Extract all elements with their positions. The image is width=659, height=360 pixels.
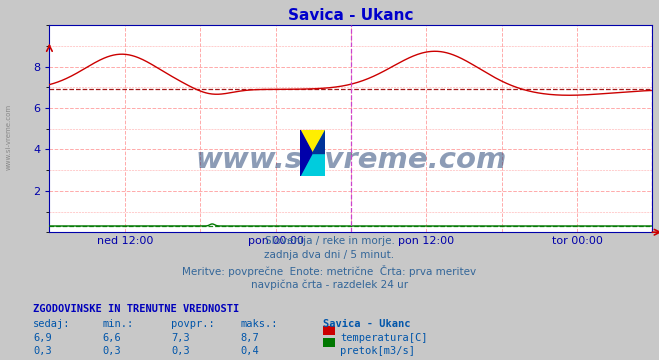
Text: 0,3: 0,3 bbox=[102, 346, 121, 356]
Text: www.si-vreme.com: www.si-vreme.com bbox=[5, 104, 11, 170]
Polygon shape bbox=[300, 130, 325, 176]
Text: povpr.:: povpr.: bbox=[171, 319, 215, 329]
Polygon shape bbox=[300, 130, 325, 176]
Text: sedaj:: sedaj: bbox=[33, 319, 71, 329]
Text: 6,6: 6,6 bbox=[102, 333, 121, 343]
Text: maks.:: maks.: bbox=[241, 319, 278, 329]
Text: 8,7: 8,7 bbox=[241, 333, 259, 343]
Polygon shape bbox=[300, 130, 312, 176]
Text: Savica - Ukanc: Savica - Ukanc bbox=[323, 319, 411, 329]
Text: 0,3: 0,3 bbox=[33, 346, 51, 356]
Text: 0,4: 0,4 bbox=[241, 346, 259, 356]
Text: min.:: min.: bbox=[102, 319, 133, 329]
Text: 7,3: 7,3 bbox=[171, 333, 190, 343]
Text: ZGODOVINSKE IN TRENUTNE VREDNOSTI: ZGODOVINSKE IN TRENUTNE VREDNOSTI bbox=[33, 304, 239, 314]
Text: www.si-vreme.com: www.si-vreme.com bbox=[195, 146, 507, 174]
Text: 0,3: 0,3 bbox=[171, 346, 190, 356]
Text: 6,9: 6,9 bbox=[33, 333, 51, 343]
Text: pretok[m3/s]: pretok[m3/s] bbox=[340, 346, 415, 356]
Polygon shape bbox=[312, 130, 325, 153]
Text: Slovenija / reke in morje.: Slovenija / reke in morje. bbox=[264, 236, 395, 246]
Text: zadnja dva dni / 5 minut.: zadnja dva dni / 5 minut. bbox=[264, 250, 395, 260]
Text: temperatura[C]: temperatura[C] bbox=[340, 333, 428, 343]
Text: navpična črta - razdelek 24 ur: navpična črta - razdelek 24 ur bbox=[251, 279, 408, 289]
Text: Meritve: povprečne  Enote: metrične  Črta: prva meritev: Meritve: povprečne Enote: metrične Črta:… bbox=[183, 265, 476, 276]
Title: Savica - Ukanc: Savica - Ukanc bbox=[288, 8, 414, 23]
